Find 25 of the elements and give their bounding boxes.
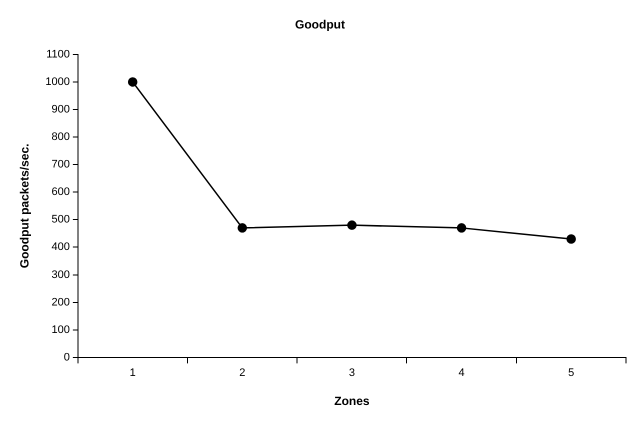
- y-tick-label: 700: [52, 158, 70, 171]
- y-tick-label: 500: [52, 214, 70, 226]
- y-tick-label: 1000: [45, 76, 70, 88]
- x-tick-label: 1: [130, 367, 136, 380]
- point: [456, 223, 466, 233]
- y-tick-label: 100: [52, 324, 70, 336]
- y-tick-label: 800: [52, 131, 70, 144]
- point: [566, 234, 576, 244]
- x-tick-label: 3: [348, 367, 355, 380]
- y-tick-label: 1100: [46, 48, 70, 60]
- y-tick-label: 900: [52, 104, 70, 116]
- point: [238, 223, 248, 233]
- y-tick-label: 400: [52, 241, 70, 254]
- chart-title: Goodput: [295, 18, 345, 32]
- x-tick-label: 4: [458, 367, 465, 380]
- point: [347, 220, 357, 230]
- x-tick-label: 5: [568, 367, 574, 380]
- point: [128, 77, 138, 87]
- y-axis-title: Goodput packets/sec.: [18, 144, 32, 268]
- y-tick-label: 0: [64, 351, 70, 364]
- x-tick-label: 2: [239, 367, 246, 380]
- y-tick-label: 200: [52, 296, 70, 308]
- y-tick-label: 600: [52, 186, 70, 198]
- x-axis-title: Zones: [334, 394, 370, 408]
- y-tick-label: 300: [52, 268, 70, 281]
